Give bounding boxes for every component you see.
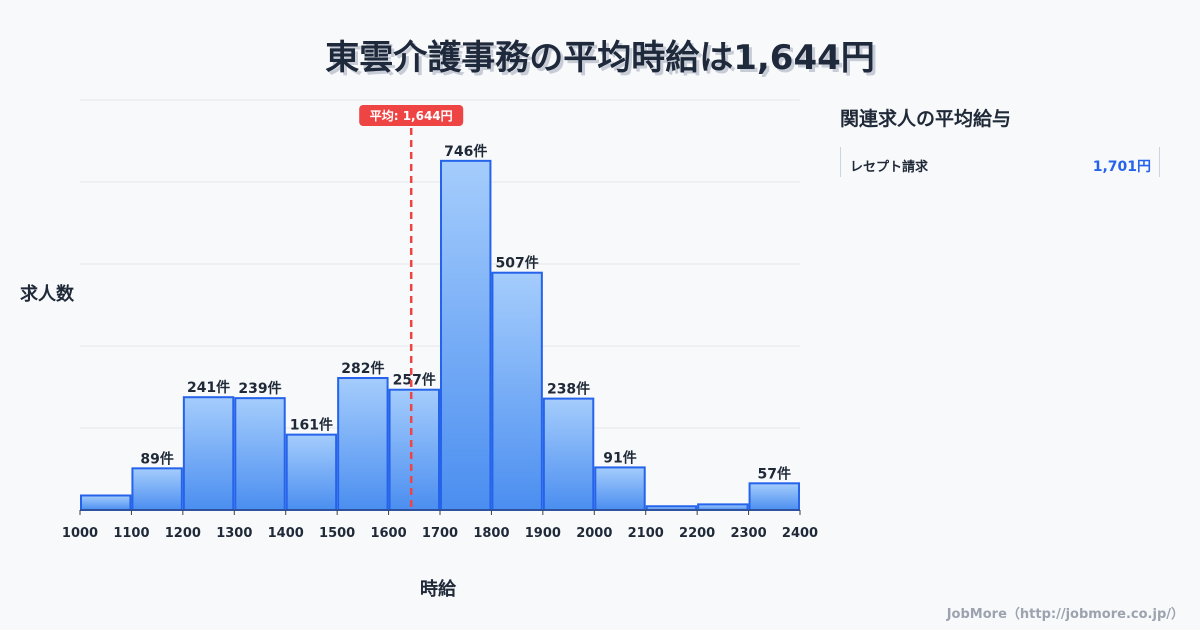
bar-label: 89件 (140, 450, 173, 467)
related-item[interactable]: レセプト請求 1,701円 (840, 147, 1160, 177)
bar (182, 396, 235, 511)
related-item-name: レセプト請求 (850, 160, 929, 175)
bar-label: 239件 (238, 380, 281, 397)
x-tick-label: 1100 (113, 526, 149, 541)
x-tick-label: 2100 (628, 526, 664, 541)
x-tick-label: 1500 (319, 526, 355, 541)
bar (80, 494, 132, 512)
footer-credit: JobMore（http://jobmore.co.jp/） (946, 607, 1184, 622)
chart-title: 東雲介護事務の平均時給は1,644円 (325, 38, 875, 78)
x-tick-label: 1200 (165, 526, 201, 541)
x-tick-label: 1800 (473, 526, 509, 541)
bar (491, 271, 543, 511)
bar (748, 482, 800, 512)
related-item-value: 1,701円 (1092, 159, 1151, 175)
bar (285, 433, 338, 511)
bar (645, 505, 698, 511)
mean-label: 平均: 1,644円 (370, 108, 453, 123)
x-tick-label: 2300 (730, 526, 766, 541)
bar-label: 241件 (187, 379, 230, 396)
bar-label: 257件 (393, 372, 436, 389)
x-tick-label: 1300 (216, 526, 252, 541)
x-tick-label: 1700 (422, 526, 458, 541)
related-title: 関連求人の平均給与 (840, 108, 1012, 130)
bar-label: 238件 (547, 381, 590, 398)
x-tick-label: 1400 (268, 526, 304, 541)
bar (697, 503, 749, 512)
x-axis-label: 時給 (420, 579, 456, 600)
bar (542, 397, 595, 511)
bar-label: 282件 (341, 360, 384, 377)
x-tick-label: 2200 (679, 526, 715, 541)
x-tick-label: 1000 (62, 526, 98, 541)
bar (594, 466, 646, 511)
x-tick-label: 2400 (782, 526, 818, 541)
bar-label: 57件 (758, 465, 791, 482)
bar-label: 507件 (496, 255, 539, 272)
mean-badge (359, 105, 464, 126)
bar-label: 91件 (603, 449, 636, 466)
y-axis-label: 求人数 (20, 284, 74, 305)
bar-label: 161件 (290, 417, 333, 434)
bar (440, 159, 492, 511)
bar (131, 467, 183, 512)
bar-label: 746件 (444, 143, 487, 160)
bar (337, 377, 389, 511)
x-tick-label: 2000 (576, 526, 612, 541)
bar (388, 388, 441, 511)
x-tick-label: 1900 (525, 526, 561, 541)
x-tick-label: 1600 (370, 526, 406, 541)
bar (234, 397, 286, 512)
